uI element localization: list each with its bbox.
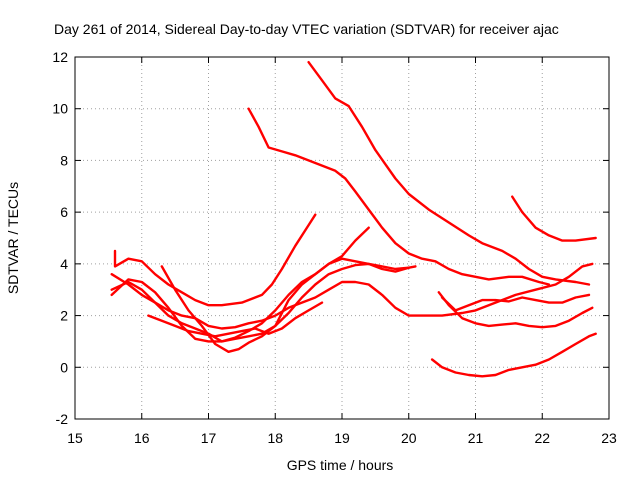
x-tick-label: 23 [601, 430, 617, 446]
series-arc-3 [511, 195, 597, 242]
series-arc-2 [247, 107, 551, 286]
series-arc-8 [160, 226, 370, 353]
y-axis-label: SDTVAR / TECUs [5, 182, 21, 294]
y-tick-label: 2 [60, 308, 68, 324]
series-arc-12 [430, 332, 597, 378]
grid-layer [75, 57, 609, 419]
x-tick-label: 17 [201, 430, 217, 446]
chart-title: Day 261 of 2014, Sidereal Day-to-day VTE… [54, 21, 559, 37]
tick-layer: 15 16 17 18 19 20 21 22 23 -2 0 2 4 6 8 10 12 [52, 49, 617, 446]
x-tick-label: 15 [67, 430, 83, 446]
y-tick-label: 10 [52, 101, 68, 117]
series-arc-4 [113, 213, 317, 307]
x-tick-label: 20 [401, 430, 417, 446]
series-arc-9 [147, 301, 324, 338]
y-tick-label: 12 [52, 49, 68, 65]
x-tick-label: 19 [334, 430, 350, 446]
x-tick-label: 18 [267, 430, 283, 446]
x-tick-label: 16 [134, 430, 150, 446]
series-arc-1 [307, 61, 591, 286]
series-arc-11 [440, 293, 591, 312]
y-tick-label: 6 [60, 204, 68, 220]
series-arc-5 [110, 262, 594, 330]
x-axis-label: GPS time / hours [287, 457, 394, 473]
series-layer [110, 61, 597, 378]
y-tick-label: 0 [60, 359, 68, 375]
y-tick-label: 8 [60, 152, 68, 168]
series-arc-7 [110, 257, 410, 343]
x-tick-label: 22 [534, 430, 550, 446]
x-tick-label: 21 [468, 430, 484, 446]
y-tick-label: 4 [60, 256, 68, 272]
series-arc-10 [437, 291, 594, 329]
y-tick-label: -2 [56, 411, 69, 427]
